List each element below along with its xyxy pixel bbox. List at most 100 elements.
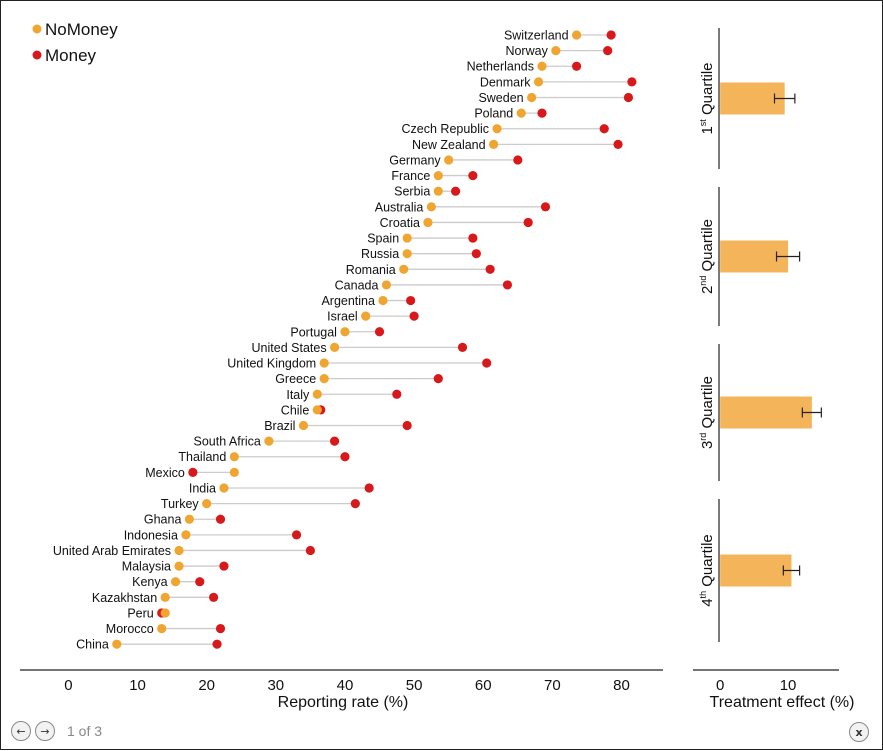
point-nomoney-mexico bbox=[229, 467, 239, 477]
point-nomoney-croatia bbox=[423, 217, 433, 228]
point-nomoney-poland bbox=[516, 108, 526, 118]
point-money-portugal bbox=[374, 327, 385, 337]
point-nomoney-malaysia bbox=[174, 561, 184, 571]
point-money-new-zealand bbox=[613, 139, 623, 149]
reporting-rate-tick-label: 20 bbox=[198, 677, 215, 694]
country-label-china: China bbox=[76, 638, 109, 652]
reporting-rate-axis-title: Reporting rate (%) bbox=[278, 694, 409, 711]
country-label-switzerland: Switzerland bbox=[504, 29, 569, 43]
point-money-norway bbox=[603, 46, 613, 56]
country-label-south-africa: South Africa bbox=[193, 435, 260, 449]
quartile-number: 4 bbox=[699, 598, 716, 606]
point-money-ghana bbox=[215, 514, 226, 524]
point-money-croatia bbox=[523, 217, 533, 228]
point-money-denmark bbox=[627, 77, 637, 87]
quartile-word: Quartile bbox=[699, 534, 716, 591]
reporting-rate-tick-label: 40 bbox=[337, 677, 354, 694]
point-money-netherlands bbox=[571, 61, 582, 71]
treatment-effect-tick-label: 10 bbox=[780, 677, 797, 694]
country-label-portugal: Portugal bbox=[290, 325, 337, 339]
point-nomoney-argentina bbox=[378, 295, 388, 306]
point-money-israel bbox=[409, 311, 419, 321]
quartile-number: 2 bbox=[699, 286, 716, 294]
quartile-label-4th-quartile: 4th Quartile bbox=[698, 534, 716, 607]
quartile-label-3rd-quartile: 3rd Quartile bbox=[698, 376, 716, 449]
point-nomoney-sweden bbox=[527, 92, 537, 103]
reporting-rate-tick-label: 70 bbox=[544, 677, 561, 694]
point-money-united-states bbox=[457, 342, 468, 352]
legend-marker-money bbox=[32, 50, 42, 60]
point-money-thailand bbox=[340, 452, 350, 462]
reporting-rate-tick-label: 30 bbox=[267, 677, 284, 694]
country-label-united-arab-emirates: United Arab Emirates bbox=[53, 544, 171, 558]
country-label-india: India bbox=[189, 481, 216, 495]
country-label-turkey: Turkey bbox=[161, 497, 199, 511]
point-nomoney-australia bbox=[426, 202, 436, 212]
point-nomoney-indonesia bbox=[181, 530, 191, 540]
country-label-peru: Peru bbox=[127, 606, 153, 620]
point-money-china bbox=[212, 639, 222, 649]
country-label-chile: Chile bbox=[281, 403, 310, 417]
point-money-germany bbox=[513, 155, 523, 165]
point-nomoney-brazil bbox=[298, 420, 309, 431]
point-money-czech-republic bbox=[599, 124, 609, 134]
country-label-canada: Canada bbox=[335, 278, 379, 292]
point-nomoney-turkey bbox=[202, 499, 212, 509]
country-label-brazil: Brazil bbox=[264, 419, 295, 433]
point-nomoney-canada bbox=[381, 280, 392, 290]
point-money-poland bbox=[537, 108, 547, 118]
country-label-poland: Poland bbox=[474, 107, 513, 121]
treatment-effect-axis: Treatment effect (%) 0 10 bbox=[693, 669, 854, 711]
point-nomoney-kazakhstan bbox=[160, 592, 170, 602]
point-money-morocco bbox=[215, 623, 226, 634]
next-arrow-icon[interactable]: → bbox=[35, 721, 55, 741]
quartile-word: Quartile bbox=[699, 219, 716, 276]
legend: NoMoney Money bbox=[32, 20, 118, 65]
point-money-kazakhstan bbox=[208, 592, 219, 602]
point-nomoney-france bbox=[433, 170, 443, 181]
point-money-france bbox=[468, 170, 478, 181]
country-label-united-kingdom: United Kingdom bbox=[227, 357, 316, 371]
country-label-italy: Italy bbox=[286, 388, 310, 402]
reporting-rate-tick-label: 50 bbox=[406, 677, 423, 694]
quartile-suffix: rd bbox=[698, 433, 708, 441]
point-money-italy bbox=[392, 389, 402, 399]
point-nomoney-greece bbox=[319, 374, 329, 384]
quartile-number: 3 bbox=[699, 441, 716, 449]
point-nomoney-spain bbox=[402, 233, 412, 243]
point-nomoney-peru bbox=[160, 608, 170, 618]
close-icon[interactable]: x bbox=[849, 722, 869, 742]
point-nomoney-india bbox=[219, 483, 229, 493]
point-money-romania bbox=[485, 264, 495, 274]
page-indicator: 1 of 3 bbox=[67, 723, 103, 739]
point-money-kenya bbox=[195, 577, 205, 587]
country-label-mexico: Mexico bbox=[145, 466, 185, 480]
reporting-rate-tick-label: 80 bbox=[613, 677, 630, 694]
quartile-suffix: st bbox=[698, 119, 708, 127]
reporting-rate-tick-label: 10 bbox=[129, 677, 146, 694]
country-label-greece: Greece bbox=[275, 372, 316, 386]
point-nomoney-germany bbox=[444, 155, 454, 165]
country-label-germany: Germany bbox=[389, 153, 441, 167]
quartile-label-1st-quartile: 1st Quartile bbox=[698, 62, 716, 134]
legend-label-money: Money bbox=[45, 46, 97, 65]
reporting-rate-tick-label: 0 bbox=[64, 677, 72, 694]
point-money-australia bbox=[540, 202, 551, 212]
country-label-thailand: Thailand bbox=[178, 450, 226, 464]
point-money-india bbox=[364, 483, 374, 493]
country-label-sweden: Sweden bbox=[478, 91, 523, 105]
point-nomoney-russia bbox=[402, 249, 412, 259]
point-money-serbia bbox=[450, 186, 461, 196]
point-money-spain bbox=[468, 233, 478, 243]
point-money-indonesia bbox=[291, 530, 302, 540]
quartile-label-2nd-quartile: 2nd Quartile bbox=[698, 219, 716, 294]
country-label-netherlands: Netherlands bbox=[467, 60, 534, 74]
country-label-indonesia: Indonesia bbox=[124, 528, 178, 542]
country-label-kenya: Kenya bbox=[132, 575, 167, 589]
point-nomoney-south-africa bbox=[264, 436, 274, 446]
point-money-argentina bbox=[406, 295, 416, 306]
prev-arrow-icon[interactable]: ← bbox=[11, 721, 31, 741]
country-label-united-states: United States bbox=[252, 341, 327, 355]
